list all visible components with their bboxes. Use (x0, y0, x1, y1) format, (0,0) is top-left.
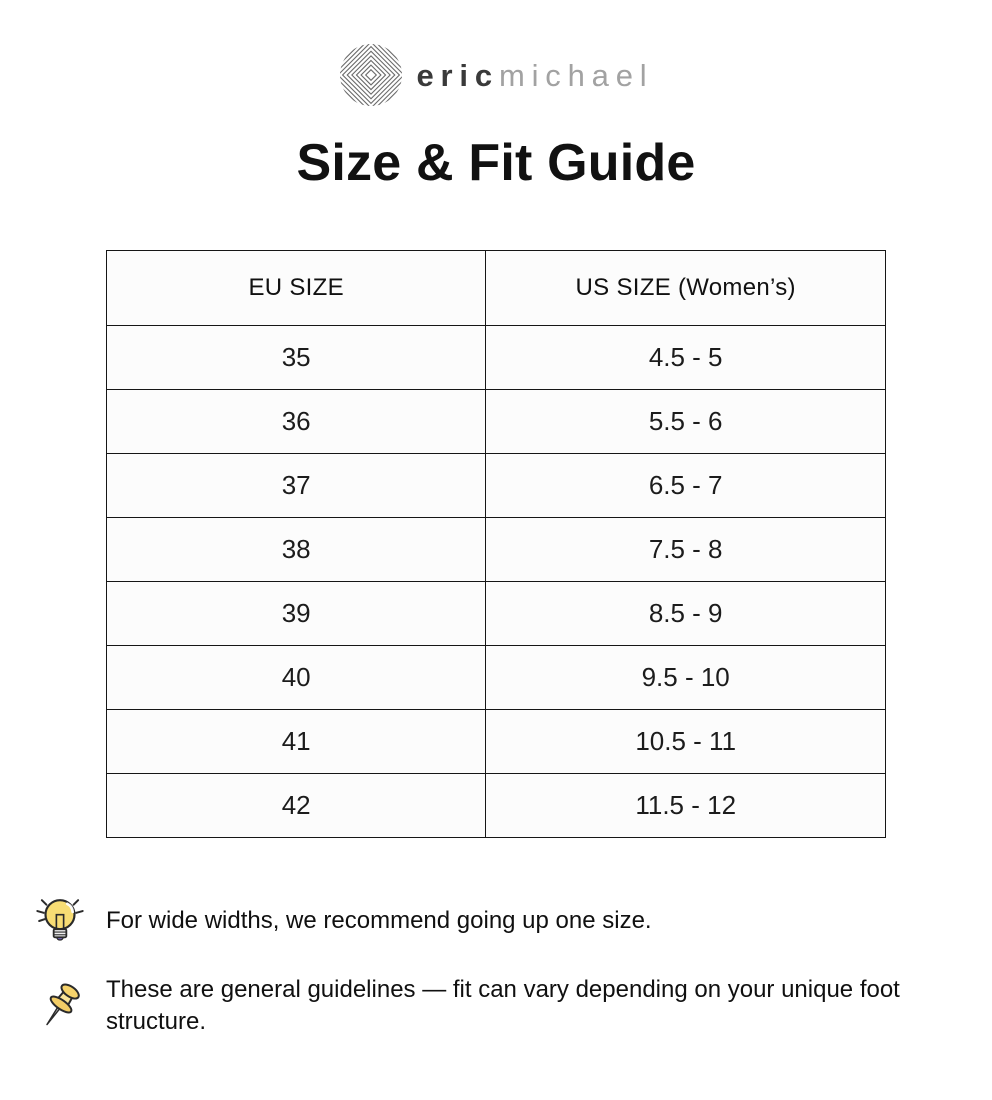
brand-logo: ericmichael (0, 0, 992, 108)
us-size-cell: 4.5 - 5 (485, 324, 886, 390)
pushpin-icon (28, 977, 92, 1035)
table-row: 39 8.5 - 9 (105, 580, 886, 646)
eu-size-cell: 37 (105, 452, 487, 518)
diamond-pattern-logo-icon (338, 42, 404, 108)
us-size-cell: 8.5 - 9 (485, 580, 886, 646)
eu-size-cell: 36 (105, 388, 487, 454)
us-size-cell: 6.5 - 7 (485, 452, 886, 518)
brand-name-michael: michael (498, 57, 654, 93)
eu-size-cell: 41 (105, 708, 487, 774)
eu-size-cell: 35 (105, 324, 487, 390)
eu-size-cell: 40 (105, 644, 487, 710)
table-header-row: EU SIZE US SIZE (Women’s) (105, 249, 886, 326)
table-row: 42 11.5 - 12 (105, 772, 886, 838)
us-size-cell: 9.5 - 10 (485, 644, 886, 710)
note-wide-widths: For wide widths, we recommend going up o… (28, 892, 992, 950)
eu-size-cell: 38 (105, 516, 487, 582)
size-table: EU SIZE US SIZE (Women’s) 35 4.5 - 5 36 … (105, 249, 886, 838)
us-size-header: US SIZE (Women’s) (485, 249, 886, 326)
brand-name-eric: eric (416, 57, 499, 93)
note-general-guidelines: These are general guidelines — fit can v… (28, 974, 992, 1038)
table-row: 38 7.5 - 8 (105, 516, 886, 582)
us-size-cell: 11.5 - 12 (485, 772, 886, 838)
page-title: Size & Fit Guide (296, 134, 696, 192)
table-row: 36 5.5 - 6 (105, 388, 886, 454)
table-row: 35 4.5 - 5 (105, 324, 886, 390)
us-size-cell: 10.5 - 11 (485, 708, 886, 774)
note-text: For wide widths, we recommend going up o… (106, 906, 652, 934)
eu-size-cell: 42 (105, 772, 487, 838)
notes-section: For wide widths, we recommend going up o… (28, 892, 992, 1038)
table-row: 37 6.5 - 7 (105, 452, 886, 518)
note-text: These are general guidelines — fit can v… (106, 975, 900, 1035)
lightbulb-icon (28, 892, 92, 950)
eu-size-cell: 39 (105, 580, 487, 646)
brand-name: ericmichael (416, 60, 653, 91)
us-size-cell: 7.5 - 8 (485, 516, 886, 582)
us-size-cell: 5.5 - 6 (485, 388, 886, 454)
eu-size-header: EU SIZE (105, 249, 487, 326)
table-row: 40 9.5 - 10 (105, 644, 886, 710)
table-row: 41 10.5 - 11 (105, 708, 886, 774)
